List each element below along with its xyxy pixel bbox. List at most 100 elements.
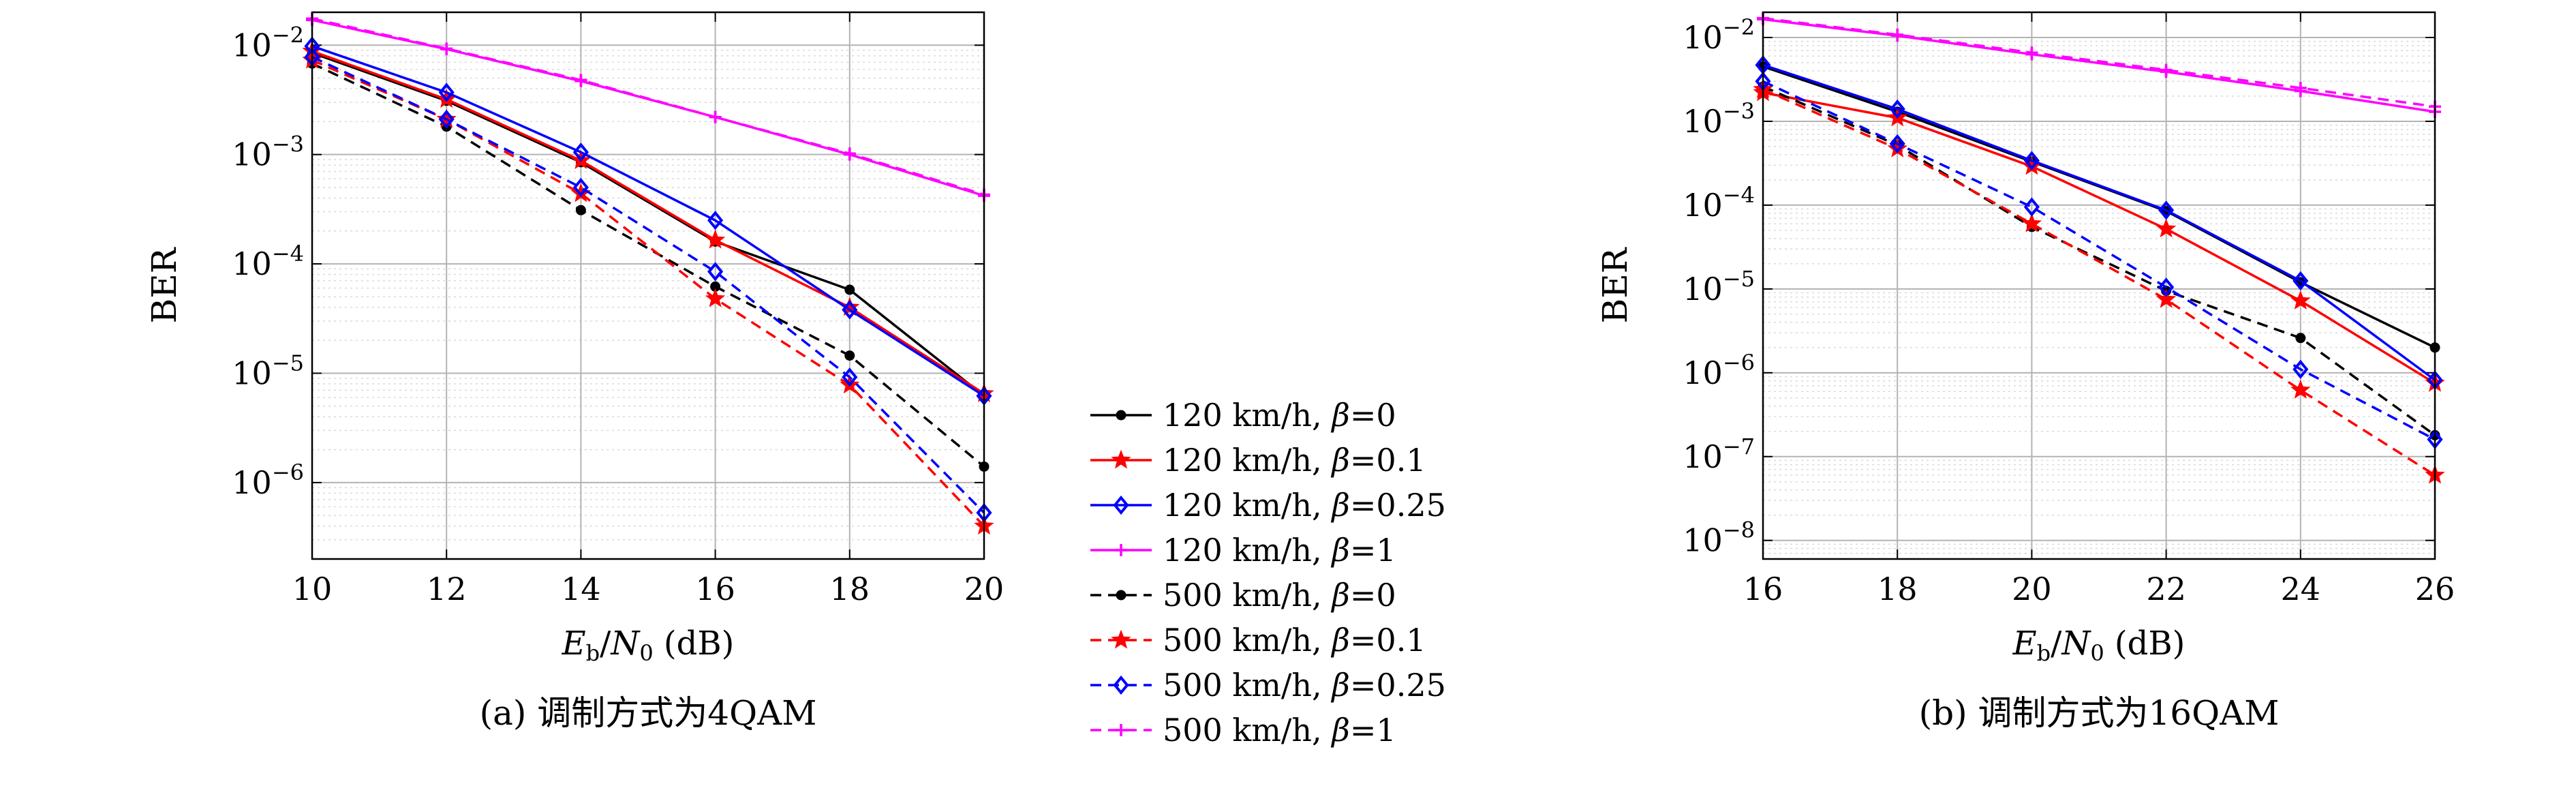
legend-entry: 120 km/h, β=0 [1090,397,1396,434]
legend-label: 120 km/h, β=0.1 [1163,442,1426,479]
series-7 [304,47,992,523]
data-point [1889,134,1905,154]
data-point [2294,82,2307,95]
data-point [2156,218,2177,238]
series-6 [302,49,994,535]
legend-entry: 120 km/h, β=0.25 [1090,487,1446,524]
x-tick-label: 10 [292,571,333,607]
data-point [2293,271,2309,291]
data-point [707,211,724,230]
x-tick-label: 18 [1877,571,1918,607]
data-point [707,262,724,282]
x-tick-label: 20 [2012,571,2052,607]
series-line [311,17,985,196]
minor-grid [1763,40,2435,560]
legend-marker [1115,544,1127,556]
data-point [2158,200,2175,220]
data-point [572,142,589,162]
x-tick-label: 12 [427,571,467,607]
chart-caption: (a) 调制方式为4QAM [480,693,817,733]
legend-label: 120 km/h, β=1 [1163,532,1396,569]
legend-marker [1113,675,1129,695]
x-tick-label: 14 [561,571,601,607]
legend-marker [1116,410,1126,421]
legend-marker [1116,590,1126,601]
legend-label: 500 km/h, β=0 [1163,577,1396,614]
y-tick-label: 10−3 [1683,98,1755,140]
series-4 [306,14,990,202]
data-point [2295,333,2306,344]
x-tick-label: 22 [2146,571,2186,607]
series-8 [306,12,990,201]
y-tick-label: 10−5 [1683,266,1755,307]
data-point [440,42,453,55]
series-line [311,18,985,197]
y-axis-label: BER [144,247,184,323]
data-point [572,177,589,198]
data-point [2160,63,2173,76]
data-point [844,284,855,295]
data-point [1891,28,1904,41]
data-point [2293,359,2309,379]
data-point [709,110,722,123]
x-tick-label: 20 [964,571,1005,607]
series-2 [302,40,994,402]
legend-label: 500 km/h, β=1 [1163,712,1396,749]
chart-4qam: 10−2 10−3 10−4 10−5 10−6 10 12 14 16 18 20 BER Eb/N0… [144,11,1005,733]
series-line [1762,63,2436,381]
series-line [1762,85,2436,436]
y-tick-label: 10−3 [232,132,304,173]
data-point [2158,277,2175,297]
chart-16qam: 10−2 10−3 10−4 10−5 10−6 10−7 10−8 16 18 20 22 24 26… [1595,11,2455,733]
data-point [842,367,858,387]
series-3 [1755,55,2443,390]
y-tick-label: 10−6 [232,459,304,501]
data-point [2290,290,2311,309]
legend-entry: 120 km/h, β=0.1 [1090,442,1426,479]
x-tick-label: 16 [1743,571,1783,607]
data-point [843,147,856,160]
series-line [1762,88,2436,477]
legend-label: 120 km/h, β=0.25 [1163,487,1446,524]
legend-marker [1113,495,1129,515]
y-axis-label: BER [1595,247,1635,323]
series-line [311,62,985,468]
data-point [705,229,726,249]
series-line [311,59,985,527]
y-tick-label: 10−5 [232,350,304,391]
plot-frame [1762,11,2436,560]
legend-entry: 500 km/h, β=1 [1090,712,1396,749]
data-point [1889,99,1905,119]
legend-marker [1111,629,1131,649]
major-grid [1762,12,2436,559]
major-grid [311,12,985,559]
legend-entry: 120 km/h, β=1 [1090,532,1396,569]
legend-marker [1115,724,1127,736]
legend: 120 km/h, β=0 120 km/h, β=0.1 120 km/h, β=… [1090,397,1446,749]
plot-frame [311,11,985,560]
series-5 [307,58,990,472]
legend-entry: 500 km/h, β=0.25 [1090,667,1446,704]
y-tick-label: 10−2 [1683,14,1755,56]
minor-grid [312,49,984,541]
y-tick-label: 10−4 [1683,182,1755,224]
series-line [311,51,985,397]
series-line [311,56,985,514]
series-line [311,50,985,395]
series-line [1762,80,2436,441]
legend-entry: 500 km/h, β=0.1 [1090,622,1426,659]
y-tick-label: 10−7 [1683,434,1755,475]
legend-marker [1111,449,1131,469]
x-tick-label: 16 [695,571,735,607]
data-point [844,350,855,361]
data-point [438,109,455,130]
x-axis-label: Eb/N0 (dB) [2012,624,2186,666]
data-point [574,74,587,87]
y-tick-label: 10−2 [232,22,304,63]
series-line [1762,91,2436,384]
x-tick-label: 18 [830,571,870,607]
x-tick-label: 26 [2415,571,2455,607]
data-point [2023,151,2040,170]
legend-entry: 500 km/h, β=0 [1090,577,1396,614]
